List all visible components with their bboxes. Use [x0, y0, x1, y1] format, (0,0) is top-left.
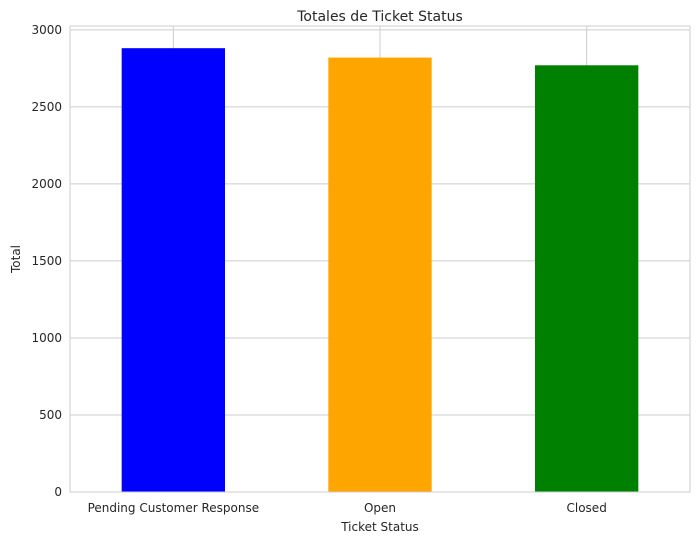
- bar-closed: [535, 65, 639, 492]
- y-tick-label: 2500: [31, 100, 62, 114]
- y-tick-label: 0: [54, 485, 62, 499]
- y-tick-label: 1500: [31, 254, 62, 268]
- y-axis-label: Total: [9, 245, 23, 274]
- x-axis-label: Ticket Status: [340, 520, 419, 534]
- y-tick-label: 3000: [31, 23, 62, 37]
- x-tick-label: Closed: [567, 501, 607, 515]
- x-tick-label: Open: [364, 501, 396, 515]
- y-tick-label: 1000: [31, 331, 62, 345]
- y-tick-label: 500: [39, 408, 62, 422]
- plot-frame: [69, 25, 691, 493]
- bars: [121, 48, 639, 493]
- x-tick-labels: Pending Customer Response Open Closed: [88, 501, 607, 515]
- bar-pending-customer-response: [121, 48, 225, 493]
- y-tick-labels: 0 500 1000 1500 2000 2500 3000: [31, 23, 62, 499]
- x-tick-label: Pending Customer Response: [88, 501, 260, 515]
- y-tick-label: 2000: [31, 177, 62, 191]
- chart-title: Totales de Ticket Status: [296, 9, 462, 25]
- bar-open: [328, 57, 432, 492]
